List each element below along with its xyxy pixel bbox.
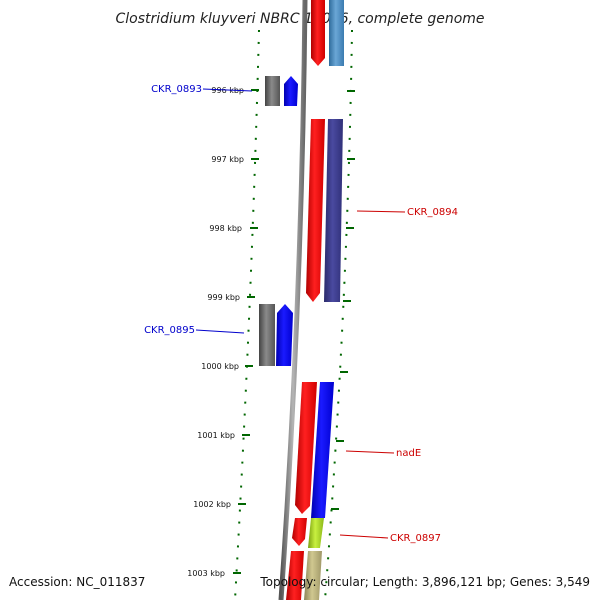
- gene-arrow-forward[interactable]: [311, 0, 325, 66]
- cds-block-khaki: [304, 551, 322, 600]
- leader-line: [356, 210, 406, 213]
- tick-label: 1001 kbp: [197, 431, 235, 440]
- tick-label: 1000 kbp: [201, 362, 239, 371]
- tick-label: 1002 kbp: [193, 500, 231, 509]
- tick-marks: [233, 89, 355, 574]
- leader-line: [195, 329, 245, 334]
- leader-line: [339, 534, 389, 539]
- cds-block-gray: [265, 76, 280, 106]
- leader-line: [345, 450, 395, 454]
- gene-arrow-ckr-0893[interactable]: [284, 76, 298, 106]
- accession-text: Accession: NC_011837: [9, 575, 145, 589]
- label-leaders: [195, 88, 406, 539]
- tick-label: 997 kbp: [211, 155, 244, 164]
- genome-backbone: [278, 0, 308, 600]
- gene-arrow-nade[interactable]: [295, 382, 317, 514]
- cds-block-steel: [329, 0, 344, 66]
- tick-label: 999 kbp: [207, 293, 240, 302]
- leader-line: [202, 88, 253, 92]
- gene-arrow-forward[interactable]: [286, 551, 304, 600]
- reverse-strand-features: [259, 76, 298, 366]
- inner-scale-track: [324, 29, 353, 600]
- outer-scale-track: [234, 29, 260, 600]
- map-title: Clostridium kluyveri NBRC 12016, complet…: [115, 11, 484, 27]
- cds-block-blue: [311, 382, 334, 518]
- genome-summary-text: Topology: circular; Length: 3,896,121 bp…: [259, 575, 590, 589]
- gene-label-ckr-0894[interactable]: CKR_0894: [407, 207, 458, 218]
- gene-arrow-ckr-0894[interactable]: [306, 119, 325, 302]
- gene-label-ckr-0897[interactable]: CKR_0897: [390, 533, 441, 544]
- gene-label-ckr-0895[interactable]: CKR_0895: [144, 325, 195, 336]
- gene-arrow-ckr-0895[interactable]: [276, 304, 293, 366]
- tick-label: 998 kbp: [209, 224, 242, 233]
- cds-block-slate: [324, 119, 343, 302]
- forward-strand-features: [286, 0, 344, 600]
- tick-label: 1003 kbp: [187, 569, 225, 578]
- gene-arrow-ckr-0897[interactable]: [292, 518, 307, 546]
- gene-label-nade[interactable]: nadE: [396, 448, 421, 459]
- gene-labels: CKR_0893 CKR_0894 CKR_0895 nadE CKR_0897: [144, 84, 458, 544]
- cds-block-lime: [308, 518, 324, 548]
- gene-label-ckr-0893[interactable]: CKR_0893: [151, 84, 202, 95]
- cds-block-gray: [259, 304, 275, 366]
